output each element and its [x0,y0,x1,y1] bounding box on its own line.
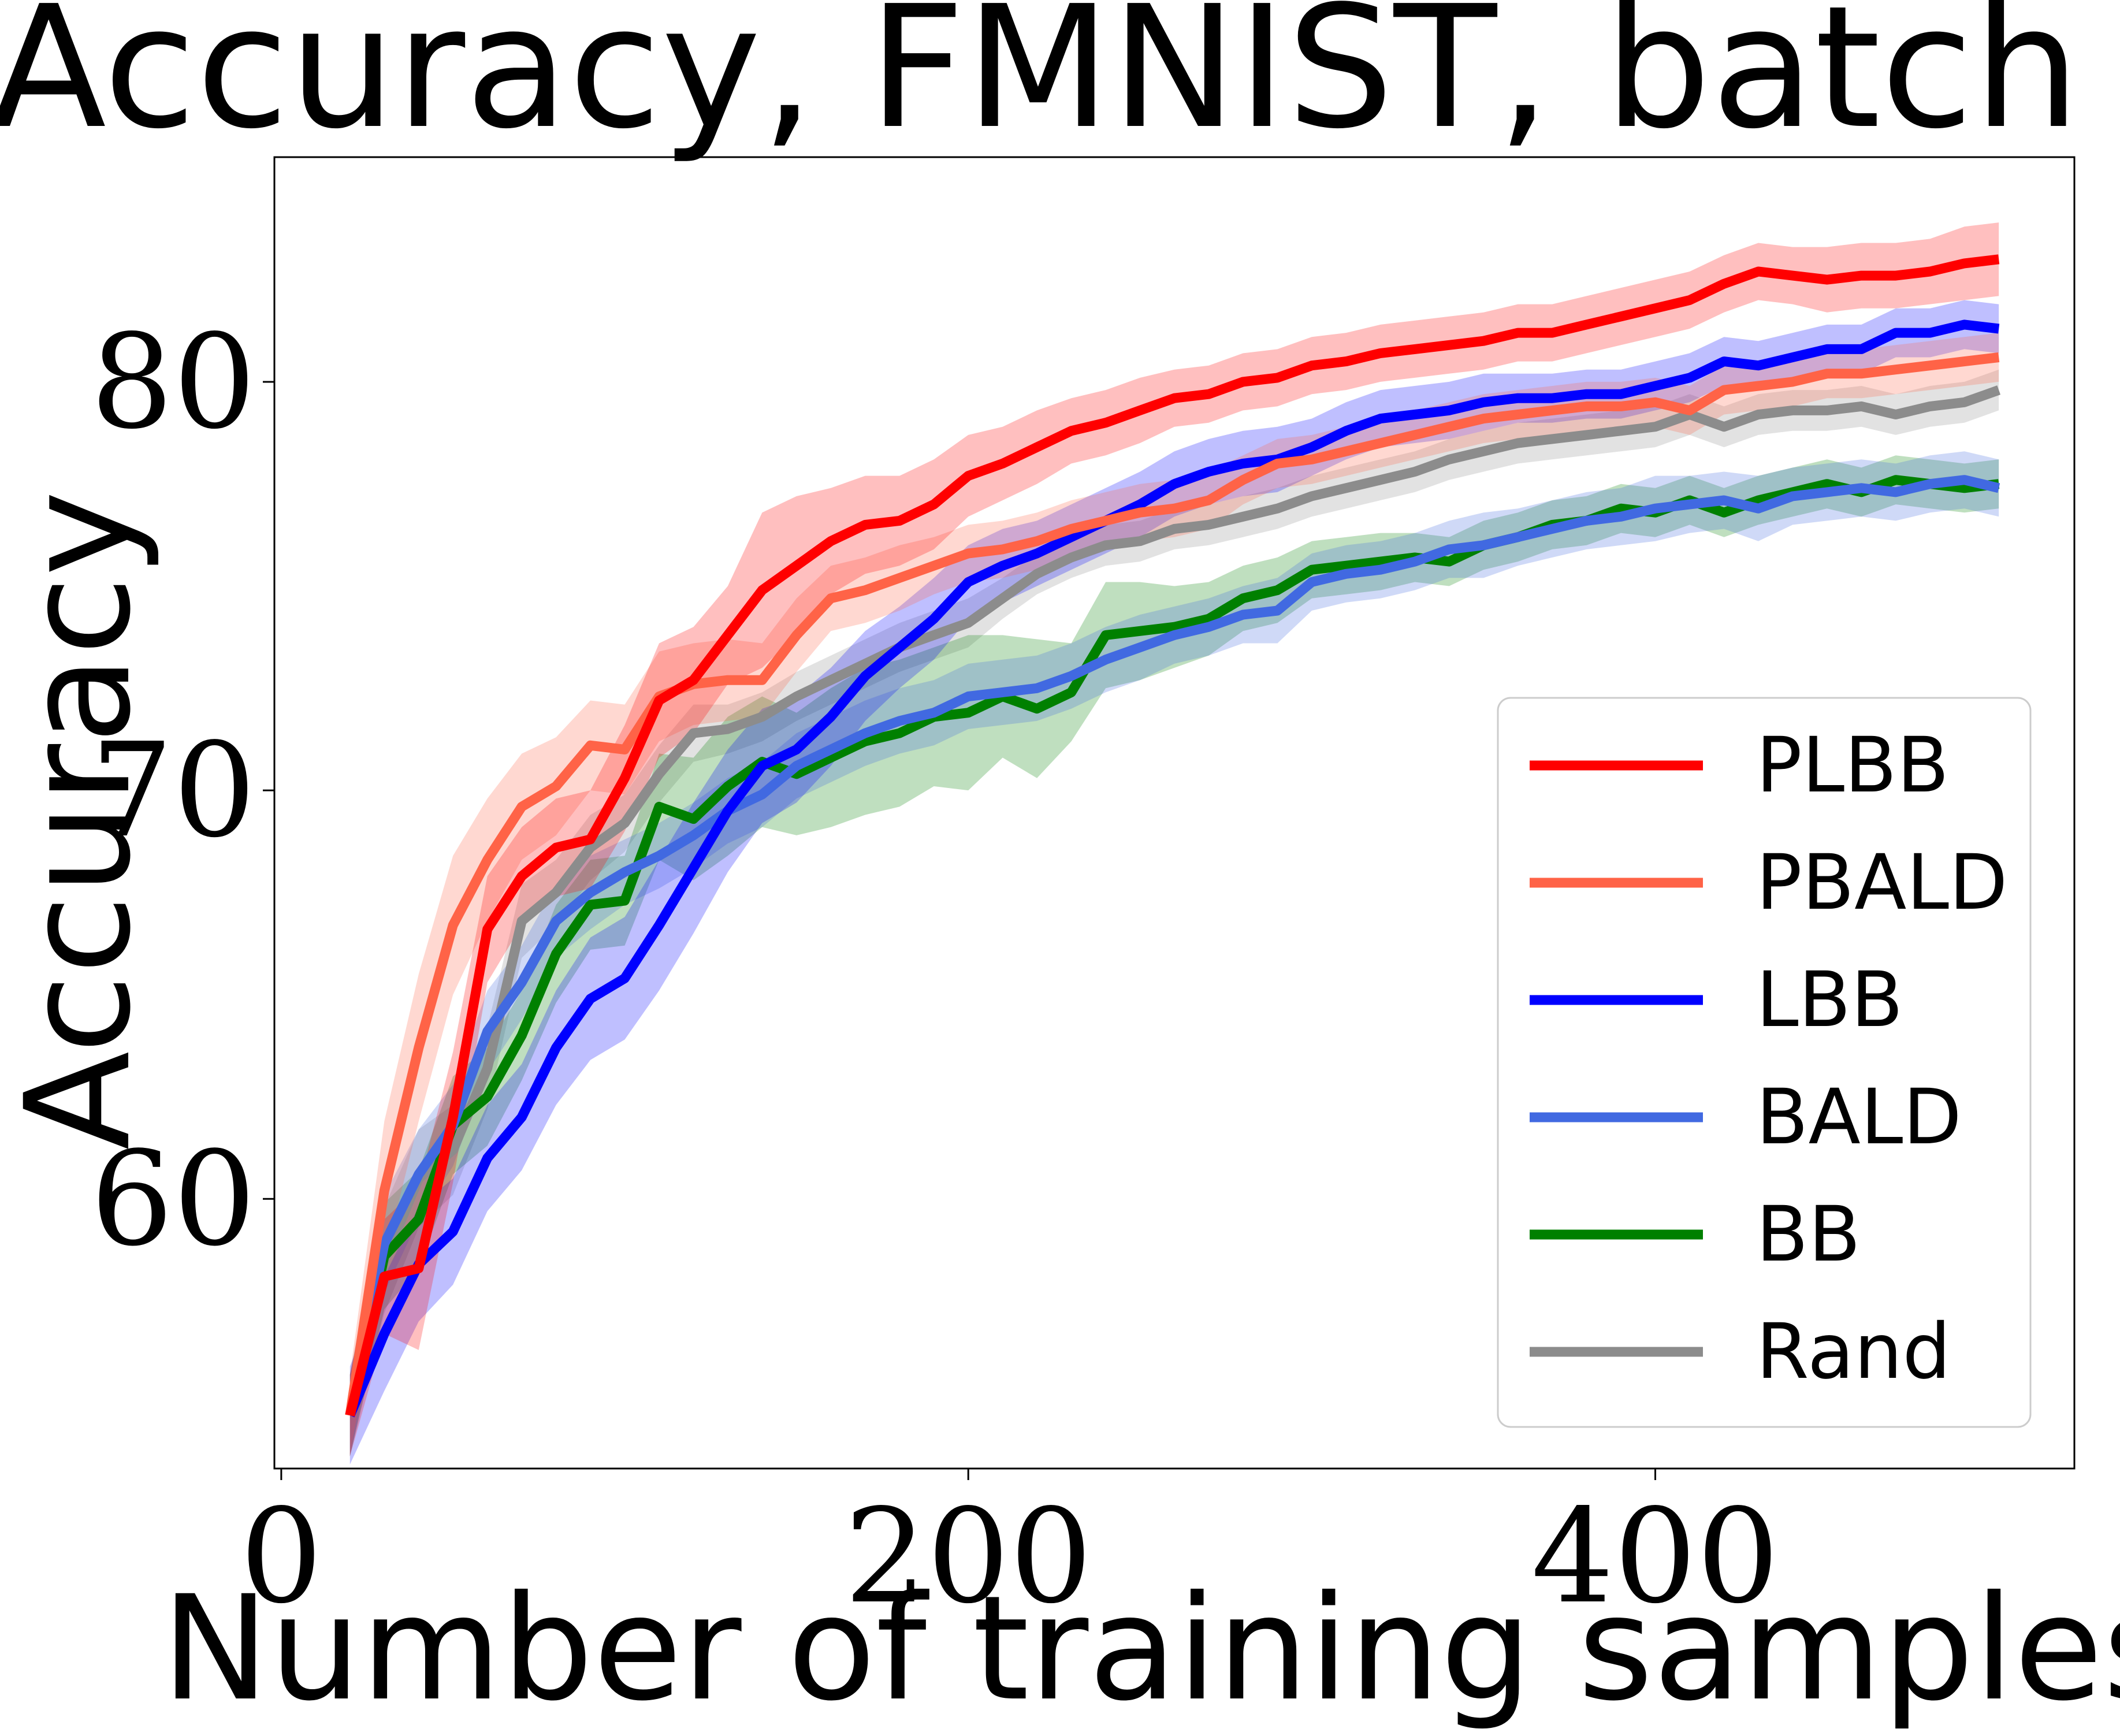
y-tick-label: 80 [91,307,256,458]
legend-label-plbb: PLBB [1756,721,1949,810]
line-rand [345,385,2001,1417]
band-bald [349,451,1999,1456]
y-axis-ticks: 60 70 80 [91,307,274,1275]
line-pbald [345,352,2000,1417]
legend-items: PLBB PBALD LBB BALD BB Rand [1530,721,2008,1396]
chart-title: Accuracy, FMNIST, batch 10 [0,0,2120,166]
x-tick-label: 0 [240,1481,322,1633]
series-lines [345,254,2001,1418]
line-plbb [345,254,2000,1417]
line-bald [345,475,2000,1417]
line-bb [345,475,2000,1417]
band-plbb [349,222,1999,1456]
x-axis-label: Number of training samples [161,1564,2120,1733]
y-axis-label: Accuracy [0,490,162,1150]
legend: PLBB PBALD LBB BALD BB Rand [1497,697,2032,1428]
legend-label-rand: Rand [1756,1307,1951,1396]
legend-label-bald: BALD [1756,1073,1962,1162]
x-tick-label: 400 [1531,1481,1779,1633]
legend-label-pbald: PBALD [1756,838,2008,927]
plot-frame [273,156,2076,1470]
y-tick-label: 60 [91,1124,256,1275]
y-tick-label: 70 [91,715,256,867]
legend-label-lbb: LBB [1756,956,1903,1044]
legend-label-bb: BB [1756,1190,1861,1279]
band-bb [349,455,1999,1456]
x-tick-label: 200 [844,1481,1092,1633]
line-lbb [345,319,2000,1418]
x-axis-ticks: 0 200 400 [240,1469,1779,1633]
